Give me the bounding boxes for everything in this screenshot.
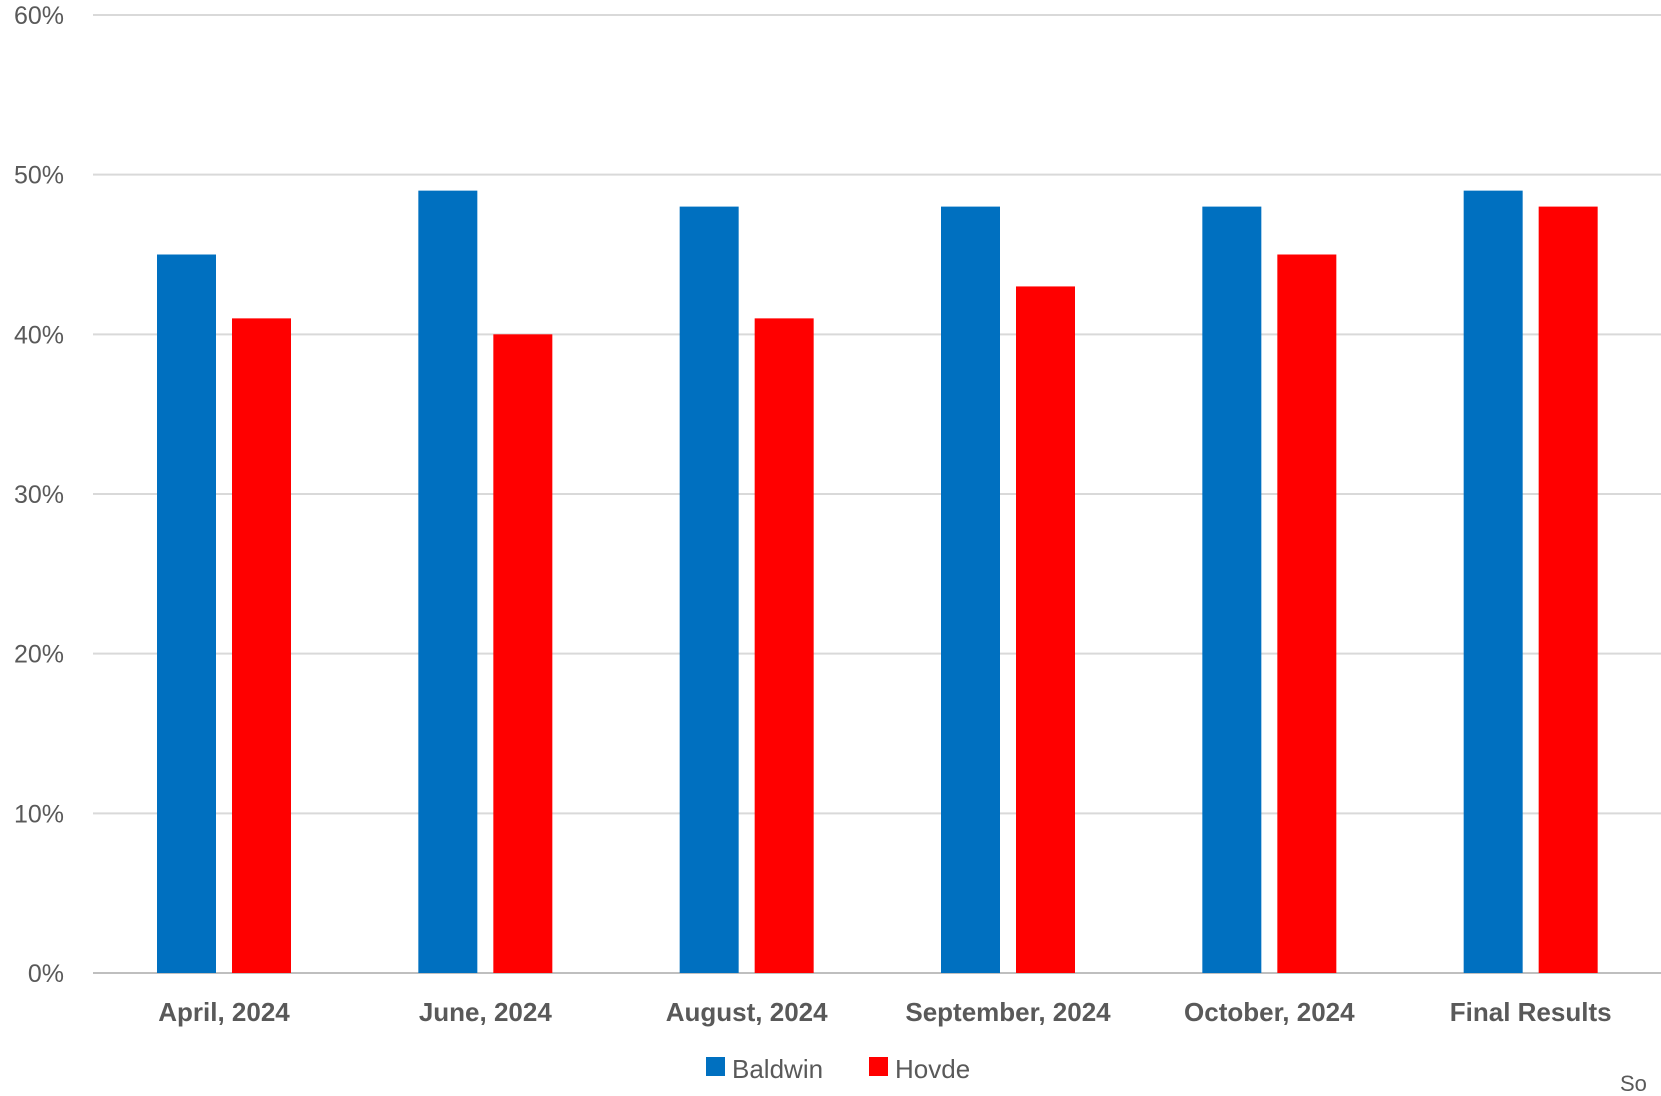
x-axis-labels: April, 2024 June, 2024 August, 2024 Septemb… (158, 997, 1611, 1027)
source-footnote: So (1620, 1071, 1647, 1091)
bar-hovde (232, 318, 291, 973)
bar-baldwin (418, 190, 478, 974)
x-tick-label: June, 2024 (419, 997, 553, 1027)
x-tick-label: August, 2024 (666, 997, 828, 1027)
y-tick-label: 0% (28, 960, 64, 988)
y-axis-ticks: 0% 10% 20% 30% 40% 50% 60% (14, 2, 64, 988)
x-tick-label: Final Results (1450, 997, 1612, 1027)
bar-hovde (1538, 206, 1598, 974)
bar-hovde (493, 334, 553, 973)
gridlines (93, 14, 1661, 974)
bars (157, 190, 1598, 974)
y-tick-label: 40% (14, 321, 64, 349)
y-tick-label: 50% (14, 162, 64, 190)
y-tick-label: 10% (14, 800, 64, 828)
bar-hovde (1277, 254, 1337, 973)
bar-hovde (754, 318, 814, 973)
legend-swatch-hovde (869, 1057, 888, 1076)
legend-label-baldwin: Baldwin (732, 1054, 823, 1084)
bar-hovde (1016, 286, 1075, 973)
bar-baldwin (157, 254, 216, 973)
bar-baldwin (1202, 206, 1262, 974)
bar-baldwin (679, 206, 739, 974)
x-tick-label: September, 2024 (905, 997, 1111, 1027)
x-tick-label: April, 2024 (158, 997, 290, 1027)
y-tick-label: 30% (14, 481, 64, 509)
legend: Baldwin Hovde (706, 1054, 970, 1084)
bar-baldwin (941, 206, 1000, 974)
legend-label-hovde: Hovde (895, 1054, 970, 1084)
y-tick-label: 20% (14, 641, 64, 669)
y-tick-label: 60% (14, 2, 64, 30)
x-tick-label: October, 2024 (1184, 997, 1355, 1027)
bar-baldwin (1463, 190, 1523, 974)
legend-swatch-baldwin (706, 1057, 725, 1076)
